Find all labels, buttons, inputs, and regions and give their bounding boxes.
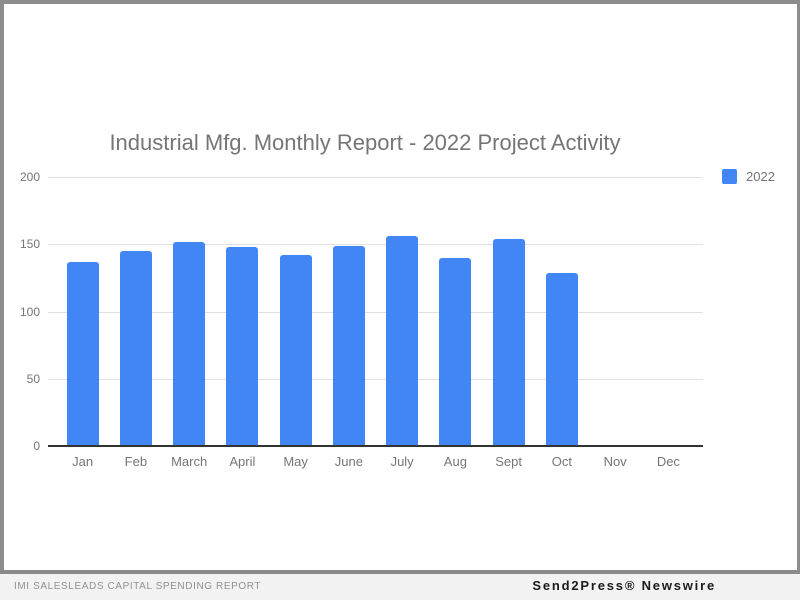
bar-slot-nov [589,177,642,446]
bar-slot-july [376,177,429,446]
bar-aug [439,257,472,446]
footer-source-text: IMI SALESLEADS CAPITAL SPENDING REPORT [14,581,262,592]
frame-border-left [0,0,4,570]
bar-slot-march [163,177,216,446]
x-axis-labels: Jan Feb March April May June July Aug Sept Oct Nov… [48,454,703,469]
bar-slot-april [216,177,269,446]
chart-title: Industrial Mfg. Monthly Report - 2022 Pr… [109,130,621,155]
bar-slot-feb [109,177,162,446]
bar-june [332,245,365,446]
y-axis-tick-label-0: 0 [33,439,40,453]
gridline-200 [48,177,703,178]
x-axis-label-nov: Nov [603,454,627,469]
bar-jan [66,261,99,446]
x-axis-baseline [48,445,703,447]
bar-slot-sept [482,177,535,446]
x-axis-label-april: April [229,454,256,469]
bar-march [173,241,206,446]
y-axis-tick-label-100: 100 [19,304,40,319]
frame-border-right [797,0,800,570]
bar-slot-oct [535,177,588,446]
x-axis-label-july: July [390,454,414,469]
bar-slot-june [322,177,375,446]
bar-slot-jan [56,177,109,446]
bar-may [279,255,312,446]
y-axis-tick-label-200: 200 [19,170,40,184]
bars-row [48,177,703,446]
bar-feb [119,250,152,446]
x-axis-label-may: May [283,454,308,469]
x-axis-label-march: March [171,454,208,469]
bar-sept [492,238,525,446]
footer-newswire-brand: Send2Press® Newswire [532,578,716,593]
frame-border-top [0,0,800,4]
legend-color-swatch-icon [722,169,737,184]
bar-april [226,246,259,446]
x-axis-label-feb: Feb [124,454,148,469]
x-axis-label-oct: Oct [551,454,572,469]
plot-area: 0 50 100 150 200 Jan Feb March April May June July… [20,170,703,469]
gridline-100 [48,311,703,313]
y-axis-tick-label-50: 50 [26,371,40,386]
y-axis-tick-label-150: 150 [19,237,40,252]
footer-bar: IMI SALESLEADS CAPITAL SPENDING REPORT S… [0,574,800,600]
x-axis-label-jan: Jan [72,454,94,469]
x-axis-label-june: June [334,454,363,469]
legend-label: 2022 [746,169,775,184]
gridline-50 [48,378,703,380]
footer-separator [0,570,800,574]
legend: 2022 [722,169,775,184]
bar-slot-aug [429,177,482,446]
bar-oct [545,272,578,446]
bar-slot-dec [642,177,695,446]
x-axis-label-sept: Sept [495,454,522,469]
x-axis-label-aug: Aug [443,454,467,469]
bar-july [386,236,419,446]
bar-slot-may [269,177,322,446]
gridline-150 [48,244,703,246]
x-axis-label-dec: Dec [656,454,680,469]
